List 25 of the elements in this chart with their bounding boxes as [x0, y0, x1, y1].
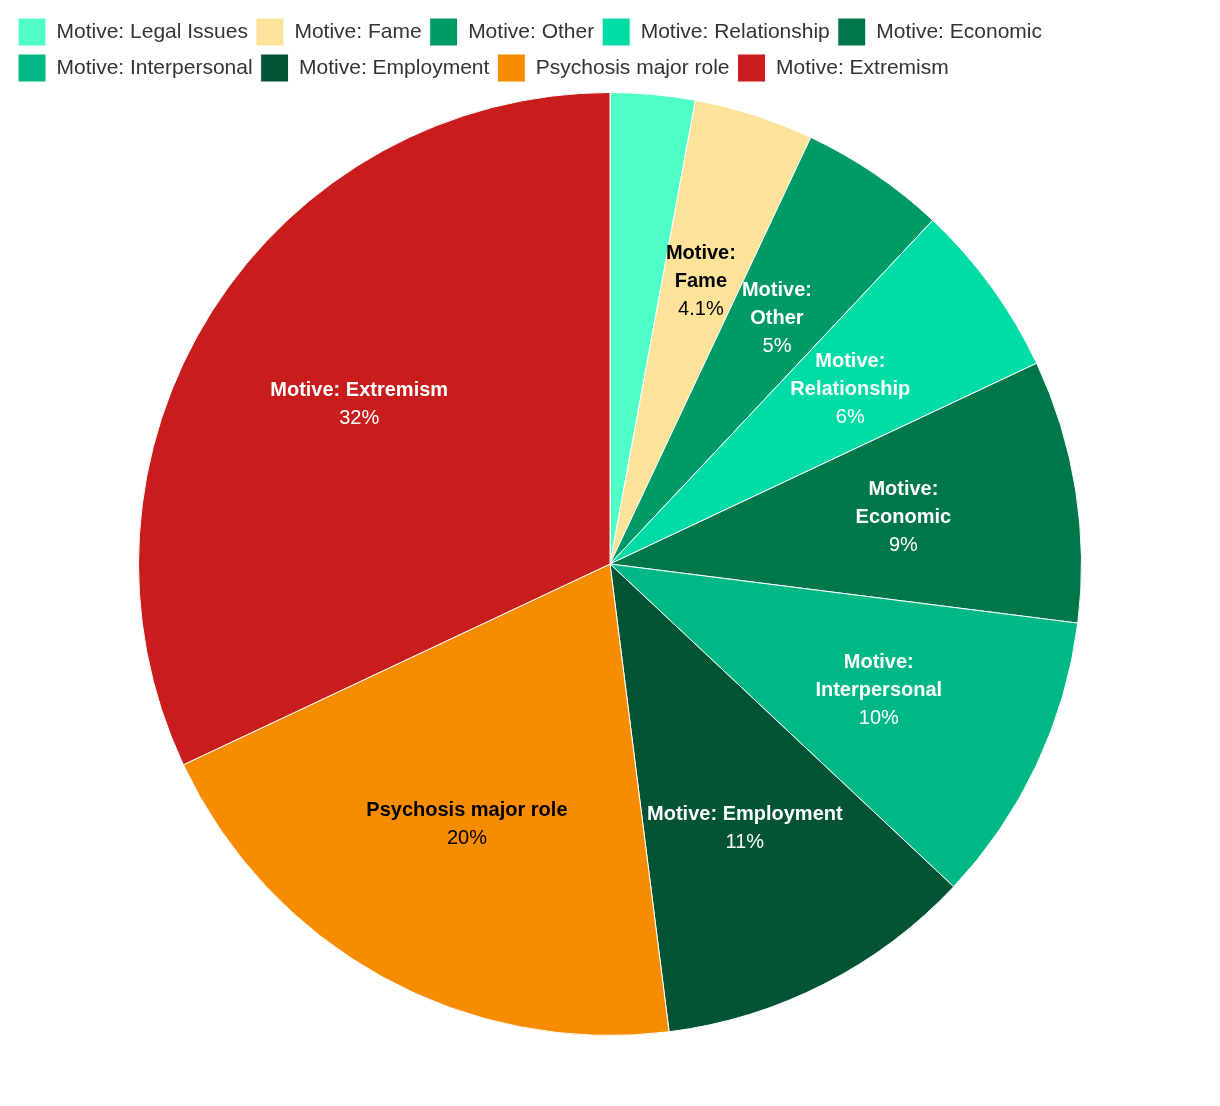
- legend-label: Motive: Employment: [299, 54, 490, 78]
- data-label: 32%: [339, 406, 380, 429]
- slice-label: Motive: Economic: [855, 477, 952, 528]
- slice-label: Motive: Fame: [665, 240, 736, 291]
- legend-label: Motive: Interpersonal: [56, 54, 253, 78]
- slice-label: Motive: Other: [741, 277, 812, 328]
- slice-label: Psychosis major role: [366, 797, 568, 820]
- legend-label: Motive: Legal Issues: [56, 18, 248, 42]
- slice-label: Motive: Extremism: [270, 378, 449, 401]
- legend-label: Motive: Extremism: [776, 54, 949, 78]
- legend-label: Motive: Relationship: [640, 18, 830, 42]
- data-label: 6%: [835, 404, 865, 427]
- data-label: 10%: [858, 705, 899, 728]
- data-label: 4.1%: [678, 296, 724, 319]
- legend-label: Psychosis major role: [535, 54, 730, 78]
- slice-label: Motive: Employment: [647, 802, 843, 825]
- legend-label: Motive: Economic: [876, 18, 1042, 42]
- slice-label: Motive: Relationship: [790, 348, 911, 399]
- legend-label: Motive: Other: [468, 18, 595, 42]
- data-label: 5%: [762, 333, 792, 356]
- data-label: 20%: [446, 825, 488, 848]
- data-label: 9%: [888, 533, 919, 556]
- legend-label: Motive: Fame: [294, 18, 422, 42]
- data-label: 11%: [725, 830, 765, 853]
- slice-label: Motive: Interpersonal: [815, 649, 943, 700]
